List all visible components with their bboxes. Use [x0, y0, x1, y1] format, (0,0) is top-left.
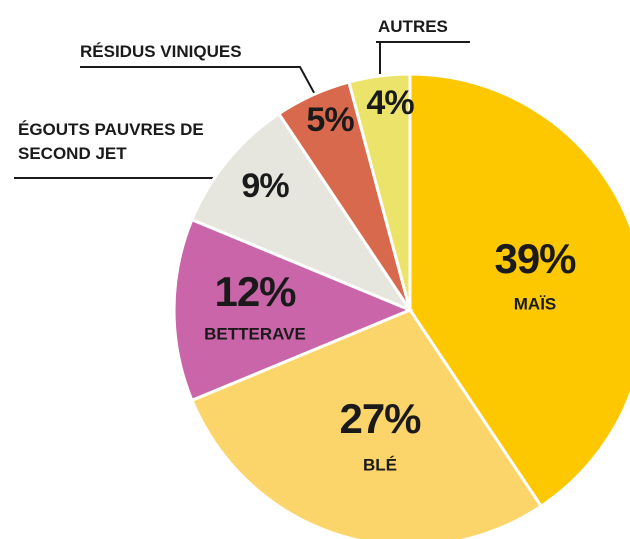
slice-value-label: 5% [306, 101, 354, 139]
pie-slice [408, 72, 630, 509]
pie-slice [172, 217, 414, 403]
pie-slice [190, 308, 544, 539]
outer-label: RÉSIDUS VINIQUES [80, 42, 242, 61]
outer-label: AUTRES [378, 17, 448, 36]
slice-name-label: MAÏS [514, 294, 557, 313]
slice-value-label: 27% [339, 395, 421, 442]
pie-slice [190, 111, 414, 314]
slice-value-label: 12% [214, 268, 296, 315]
outer-label: ÉGOUTS PAUVRES DE SECOND JET [18, 120, 204, 163]
pie-slice [347, 72, 412, 311]
leader-line [80, 66, 319, 101]
slice-value-label: 9% [241, 167, 289, 205]
slice-value-label: 4% [366, 84, 414, 122]
slice-value-label: 39% [494, 235, 576, 282]
slice-name-label: BLÉ [363, 455, 397, 474]
slice-name-label: BETTERAVE [204, 324, 306, 343]
